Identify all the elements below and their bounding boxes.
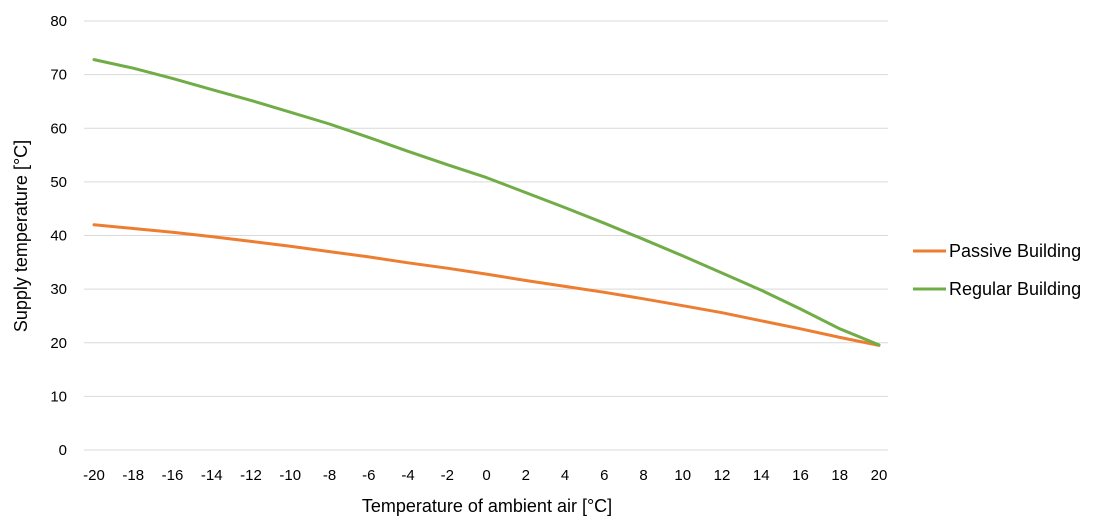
x-tick-label: 14 [753,467,770,484]
x-tick-label: 4 [561,467,569,484]
y-axis-title: Supply temperature [°C] [11,140,31,332]
x-tick-label: 8 [639,467,647,484]
series-lines [92,58,881,347]
x-axis-ticks: -20 -18 -16 -14 -12 -10 -8 -6 -4 -2 0 2 4 6 8 10 12 14 16 1… [83,467,887,484]
y-tick-label: 40 [50,228,67,245]
y-tick-label: 50 [50,174,67,191]
y-tick-label: 80 [50,13,67,30]
y-axis-ticks: 0 10 20 30 40 50 60 70 80 [50,13,67,459]
y-tick-label: 0 [59,442,67,459]
gridlines [84,20,888,451]
y-tick-label: 10 [50,388,67,405]
y-tick-label: 60 [50,120,67,137]
y-tick-label: 30 [50,281,67,298]
legend-label-passive-building: Passive Building [949,241,1081,261]
x-tick-label: -16 [162,467,184,484]
legend: Passive Building Regular Building [913,241,1081,299]
x-tick-label: 16 [792,467,809,484]
y-tick-label: 20 [50,335,67,352]
x-axis-title: Temperature of ambient air [°C] [362,496,612,516]
x-tick-label: -20 [83,467,105,484]
x-tick-label: -4 [401,467,414,484]
x-tick-label: 12 [714,467,731,484]
series-line-regular-building [92,58,881,347]
x-tick-label: 6 [600,467,608,484]
x-tick-label: -6 [362,467,375,484]
x-tick-label: -14 [201,467,223,484]
series-line-passive-building [92,223,881,347]
x-tick-label: -18 [122,467,144,484]
x-tick-label: 10 [674,467,691,484]
x-tick-label: 20 [871,467,888,484]
x-tick-label: -12 [240,467,262,484]
x-tick-label: 2 [522,467,530,484]
x-tick-label: -10 [279,467,301,484]
x-tick-label: -2 [441,467,454,484]
legend-label-regular-building: Regular Building [949,279,1081,299]
x-tick-label: 18 [831,467,848,484]
x-tick-label: -8 [323,467,336,484]
y-tick-label: 70 [50,67,67,84]
x-tick-label: 0 [482,467,490,484]
